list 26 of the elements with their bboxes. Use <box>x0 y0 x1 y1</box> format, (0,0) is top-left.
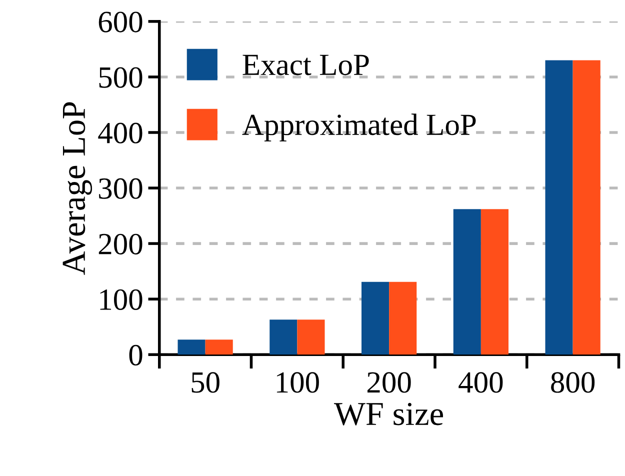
y-tick-label: 300 <box>99 178 142 199</box>
x-tick-label: 400 <box>458 372 503 393</box>
bar <box>270 320 298 355</box>
x-tick-label: 100 <box>276 372 319 393</box>
bar <box>389 282 417 355</box>
x-axis-title: WF size <box>334 402 443 426</box>
y-tick-label: 100 <box>100 289 142 310</box>
bar <box>362 282 390 355</box>
legend-label: Approximated LoP <box>242 114 476 142</box>
x-tick-label: 800 <box>551 372 595 393</box>
x-tick-label: 50 <box>192 372 220 393</box>
bar <box>453 209 481 355</box>
x-tick-label: 200 <box>367 372 411 393</box>
bar <box>545 60 573 355</box>
y-axis-title: Average LoP <box>62 102 92 275</box>
bar <box>178 340 206 355</box>
legend-label: Exact LoP <box>242 54 369 76</box>
y-tick-label: 200 <box>98 234 142 254</box>
bar <box>297 320 325 355</box>
y-tick-label: 500 <box>99 67 142 88</box>
bar <box>205 340 233 355</box>
y-tick-label: 0 <box>129 344 142 366</box>
y-tick-label: 400 <box>98 122 142 144</box>
bar <box>480 209 508 355</box>
y-tick-label: 600 <box>98 12 142 32</box>
bar <box>572 60 600 355</box>
